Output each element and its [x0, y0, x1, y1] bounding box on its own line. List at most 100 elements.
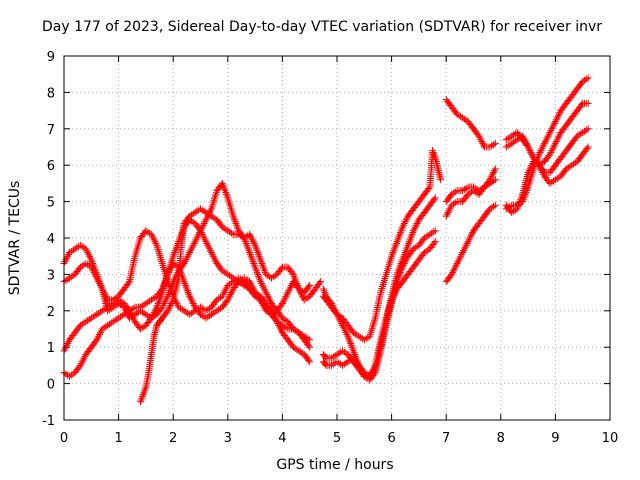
data-point [127, 306, 135, 314]
data-point [226, 292, 234, 300]
data-point [555, 110, 563, 118]
data-point [466, 234, 474, 242]
data-markers [60, 74, 592, 406]
data-point [506, 141, 514, 149]
data-point [402, 216, 410, 224]
data-point [158, 285, 166, 293]
data-point [400, 252, 408, 260]
data-point [338, 347, 346, 355]
data-point [225, 294, 233, 302]
data-point [264, 272, 272, 280]
data-point [393, 238, 401, 246]
data-point [528, 150, 536, 158]
data-point [224, 270, 232, 278]
data-point [242, 239, 250, 247]
data-point [189, 300, 197, 308]
data-point [409, 245, 417, 253]
data-point [78, 358, 86, 366]
data-point [538, 167, 546, 175]
data-point [238, 280, 246, 288]
data-point [244, 243, 252, 251]
data-point [578, 101, 586, 109]
data-point [306, 281, 314, 289]
data-point [180, 259, 188, 267]
data-point [208, 250, 216, 258]
data-point [210, 254, 218, 262]
data-point [64, 340, 72, 348]
data-point [93, 310, 101, 318]
data-point [437, 176, 445, 184]
data-point [333, 350, 341, 358]
data-point [459, 187, 467, 195]
data-point [116, 297, 124, 305]
data-point [247, 252, 255, 260]
data-point [185, 250, 193, 258]
data-point [129, 314, 137, 322]
data-point [171, 247, 179, 255]
data-point [295, 285, 303, 293]
data-point [243, 241, 251, 249]
data-point [248, 254, 256, 262]
data-point [546, 179, 554, 187]
data-point [518, 192, 526, 200]
data-point [209, 252, 217, 260]
data-point [197, 229, 205, 237]
data-point [444, 209, 452, 217]
data-point [453, 259, 461, 267]
data-point [255, 250, 263, 258]
data-point [209, 309, 217, 317]
data-point [454, 258, 462, 266]
data-point [491, 201, 499, 209]
data-point [549, 145, 557, 153]
data-point [79, 356, 87, 364]
data-point [259, 283, 267, 291]
data-point [211, 308, 219, 316]
data-point [519, 132, 527, 140]
data-point [252, 243, 260, 251]
data-point [222, 269, 230, 277]
data-point [211, 256, 219, 264]
data-point [305, 342, 313, 350]
data-point [260, 285, 268, 293]
data-point [235, 278, 243, 286]
data-point [411, 223, 419, 231]
data-point [171, 249, 179, 257]
data-point [106, 320, 113, 328]
data-point [459, 114, 467, 122]
data-point [511, 137, 519, 145]
data-point [514, 203, 522, 211]
data-point [276, 323, 284, 331]
data-point [147, 230, 155, 238]
data-point [186, 212, 194, 220]
data-point [345, 336, 353, 344]
data-point [475, 132, 483, 140]
data-point [95, 330, 103, 338]
data-point [163, 272, 171, 280]
data-point [451, 263, 459, 271]
axis-ticks: 0 1 2 3 4 5 6 7 8 9 10 -1 0 1 2 3 4 5 6 7 8 9 [42, 50, 618, 446]
data-point [189, 210, 197, 218]
data-point [488, 172, 496, 180]
x-tick-label: 5 [333, 431, 341, 446]
data-point [201, 236, 209, 244]
data-point [142, 300, 150, 308]
chart-title: Day 177 of 2023, Sidereal Day-to-day VTE… [42, 19, 602, 35]
data-point [291, 326, 299, 334]
data-point [215, 295, 223, 303]
data-point [91, 312, 99, 320]
data-point [82, 318, 90, 326]
data-point [231, 218, 239, 226]
data-point [530, 158, 538, 166]
data-point [579, 77, 587, 85]
data-point [297, 289, 305, 297]
data-point [250, 261, 258, 269]
data-point [420, 234, 428, 242]
data-point [124, 279, 132, 287]
data-point [490, 167, 498, 175]
data-point [191, 238, 199, 246]
data-point [255, 274, 263, 282]
data-point [122, 309, 130, 317]
data-point [183, 285, 191, 293]
data-point [269, 273, 277, 281]
data-point [294, 283, 302, 291]
